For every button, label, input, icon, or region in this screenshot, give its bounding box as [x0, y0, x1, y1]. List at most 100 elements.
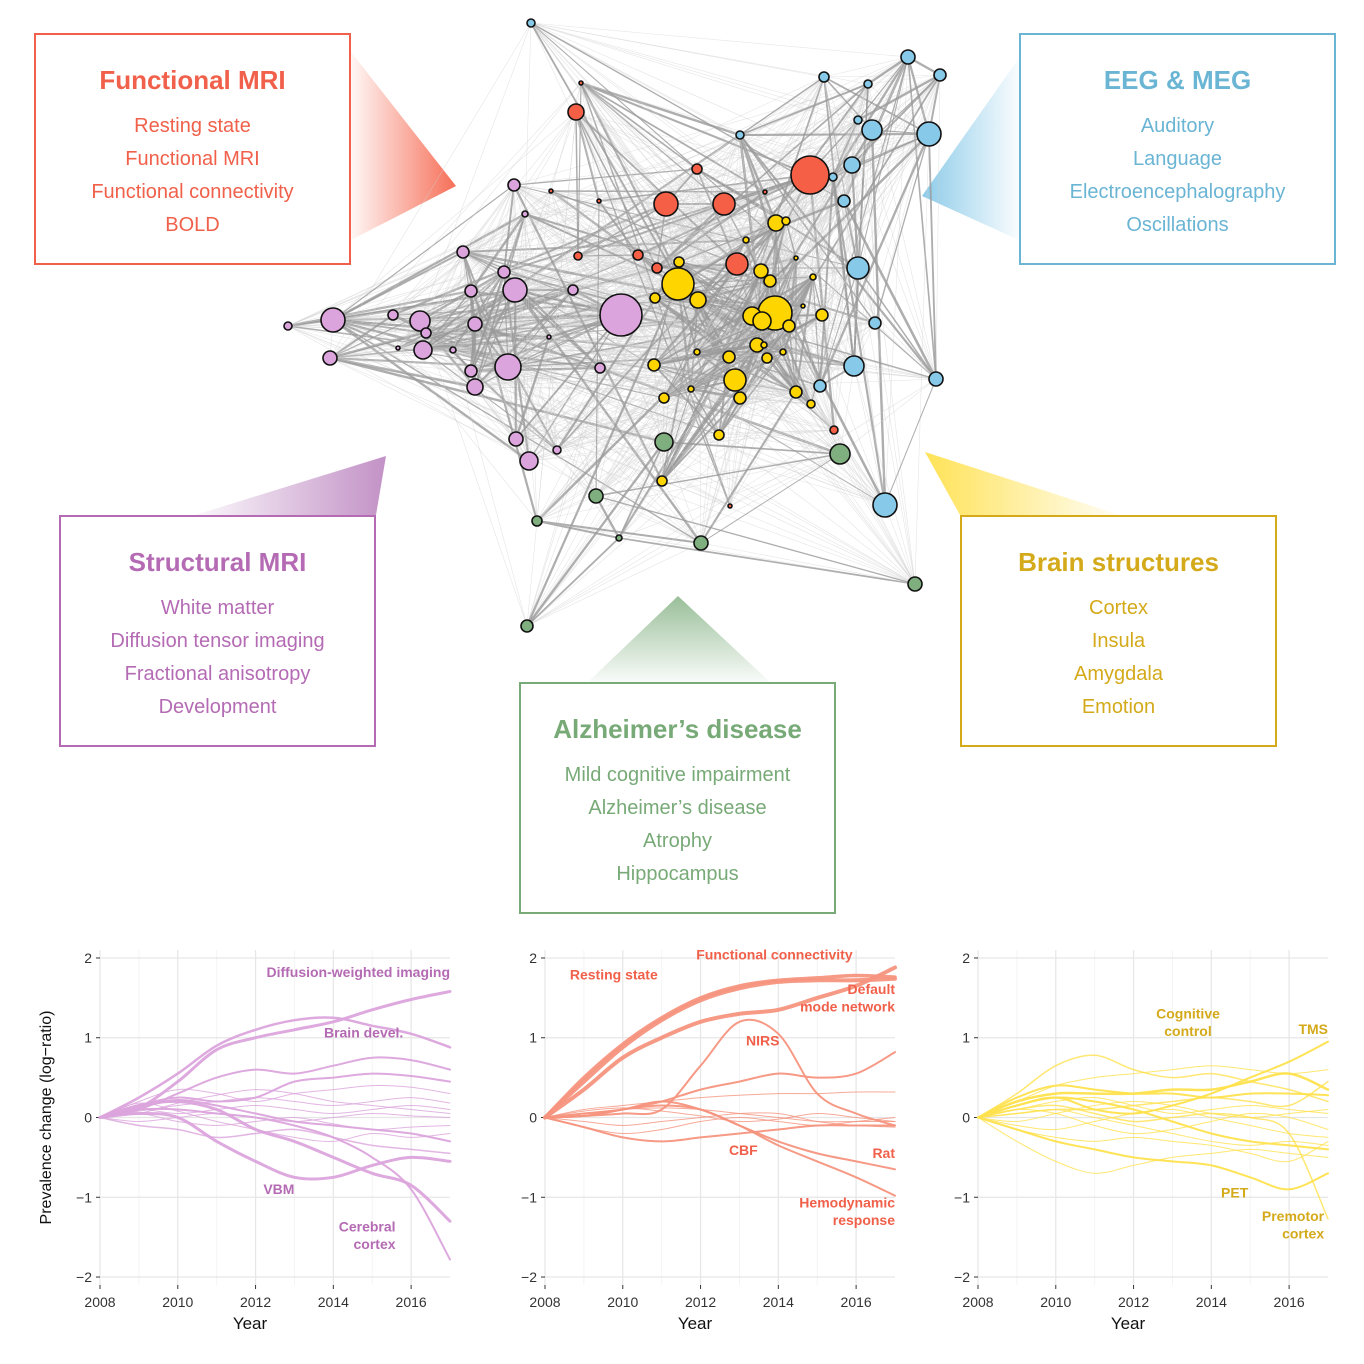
network-edge: [760, 270, 814, 278]
network-edge: [514, 168, 698, 291]
eeg-term: Auditory: [1140, 115, 1215, 137]
x-tick-label: 2014: [1196, 1294, 1227, 1310]
network-edge: [332, 213, 526, 321]
y-tick-label: 1: [84, 1030, 92, 1046]
network-edge: [850, 164, 860, 269]
network-node-brain: [723, 368, 747, 392]
x-tick-label: 2010: [1040, 1294, 1071, 1310]
network-edge: [524, 22, 532, 215]
network-node-ad: [829, 443, 851, 465]
network-edge: [653, 299, 699, 366]
network-edge: [663, 397, 720, 436]
network-edge: [575, 111, 665, 443]
network-edge: [745, 199, 845, 242]
network-edge: [718, 429, 835, 436]
network-edge: [530, 22, 873, 131]
fmri-pointer: [351, 52, 456, 240]
eeg-term: Oscillations: [1126, 214, 1229, 236]
series-line: [977, 1065, 1329, 1118]
network-edge: [739, 134, 876, 324]
network-edge: [575, 111, 811, 176]
network-node-smri: [594, 362, 606, 374]
network-edge: [513, 184, 597, 497]
network-edge: [718, 314, 823, 436]
network-edge: [513, 184, 663, 482]
network-edge: [785, 220, 823, 316]
network-edge: [700, 434, 720, 544]
network-edge: [723, 76, 825, 205]
series-line-resting-state: [543, 976, 897, 1120]
network-edge: [329, 314, 394, 359]
network-node-eeg: [843, 156, 861, 174]
network-edge: [577, 255, 680, 263]
network-edge: [503, 271, 702, 544]
network-edge: [528, 314, 622, 462]
network-edge: [795, 391, 841, 455]
series-line: [99, 1116, 451, 1155]
x-tick-label: 2012: [1118, 1294, 1149, 1310]
network-edge: [696, 134, 741, 170]
network-node-fmri: [691, 163, 703, 175]
brain-structures-term: Amygdala: [1074, 663, 1163, 685]
network-node-eeg: [868, 316, 882, 330]
network-node-fmri: [712, 192, 736, 216]
series-line: [99, 1072, 451, 1119]
network-edge: [653, 364, 720, 436]
network-edge: [575, 111, 656, 299]
smri-term: Fractional anisotropy: [124, 663, 311, 685]
network-edge: [853, 365, 916, 585]
network-edge: [663, 270, 762, 399]
network-edge: [696, 315, 753, 353]
series-line-cognitive-control: [976, 1072, 1330, 1119]
network-edge: [513, 184, 516, 291]
series-annotation: Cognitive: [1156, 1006, 1220, 1022]
network-node-eeg: [846, 256, 870, 280]
network-node-ad: [693, 535, 709, 551]
network-node-brain: [647, 358, 661, 372]
network-edge: [515, 213, 526, 440]
fmri-cluster-box: Functional MRI Resting state Functional …: [34, 33, 351, 265]
network-edge: [618, 434, 720, 539]
network-edge: [690, 344, 765, 390]
network-node-brain: [661, 267, 695, 301]
network-edge: [718, 434, 886, 506]
network-edge: [843, 200, 886, 506]
network-node-brain: [722, 350, 736, 364]
network-edge: [788, 325, 812, 405]
network-edge: [653, 344, 765, 366]
network-edge: [470, 76, 825, 372]
x-tick-label: 2014: [318, 1294, 349, 1310]
series-annotation: Default: [848, 981, 896, 997]
network-node-smri: [494, 353, 522, 381]
network-edge: [653, 220, 787, 366]
network-nodes: [283, 18, 947, 633]
brain-structures-cluster-title: Brain structures: [1018, 547, 1219, 577]
eeg-cluster-title: EEG & MEG: [1103, 65, 1252, 95]
network-edge: [842, 200, 938, 380]
network-edge: [572, 200, 600, 291]
network-edge: [874, 133, 930, 324]
network-edge: [513, 184, 886, 506]
network-edge: [819, 267, 859, 387]
network-edge: [425, 290, 472, 334]
network-edge: [530, 22, 736, 381]
network-edge: [514, 289, 558, 451]
network-edge: [536, 434, 720, 522]
x-axis-title: Year: [233, 1314, 268, 1333]
smri-cluster-box: Structural MRI White matter Diffusion te…: [59, 515, 376, 747]
network-edge: [656, 83, 869, 269]
network-edge: [867, 83, 930, 135]
series-line: [544, 1091, 896, 1118]
x-tick-label: 2012: [685, 1294, 716, 1310]
series-annotation: Cerebral: [339, 1219, 396, 1235]
y-tick-label: 2: [84, 950, 92, 966]
network-edge: [663, 356, 730, 399]
network-edge: [422, 290, 472, 351]
series-annotation: Resting state: [570, 967, 658, 983]
series-annotation: cortex: [1282, 1226, 1324, 1242]
series-annotation: Rat: [872, 1145, 895, 1161]
brain-structures-trend-chart: −2 −1 0 1 2 2008 2010 2012 2014 2016 Year Cognitive…: [954, 950, 1330, 1333]
network-edge: [823, 74, 941, 78]
network-node-eeg: [933, 68, 947, 82]
network-node-smri: [599, 293, 643, 337]
